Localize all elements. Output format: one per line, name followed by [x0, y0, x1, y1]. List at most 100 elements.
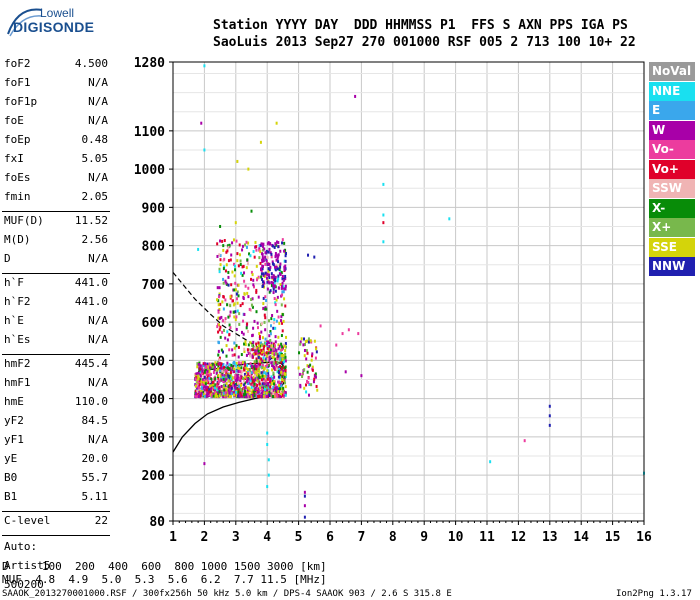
echo-point [305, 349, 308, 353]
echo-point [229, 374, 232, 378]
echo-point [243, 292, 246, 296]
echo-point [246, 393, 249, 397]
echo-point [253, 370, 256, 374]
echo-point [228, 333, 231, 337]
echo-point [216, 360, 219, 364]
echo-point [255, 310, 258, 314]
echo-point [250, 364, 253, 368]
echo-point [206, 378, 209, 382]
echo-point [277, 241, 280, 245]
echo-point [221, 376, 224, 380]
echo-point [281, 281, 284, 285]
echo-point [277, 277, 280, 281]
echo-point [262, 272, 265, 276]
echo-point [235, 364, 238, 368]
echo-point [274, 326, 277, 330]
echo-point [217, 386, 220, 390]
echo-point [263, 281, 266, 285]
echo-point [233, 367, 236, 371]
echo-point [279, 392, 282, 396]
echo-point [258, 332, 261, 336]
echo-point [260, 275, 263, 279]
echo-point [218, 292, 221, 296]
echo-point [263, 353, 266, 357]
echo-point [234, 378, 237, 382]
data-point [266, 485, 269, 489]
echo-point [281, 347, 284, 351]
echo-point [274, 253, 277, 257]
echo-point [241, 394, 244, 398]
echo-point [261, 352, 264, 356]
echo-point [196, 389, 199, 393]
echo-point [214, 383, 217, 387]
param-row: h`Es N/A [4, 333, 108, 352]
echo-point [259, 362, 262, 366]
echo-point [217, 295, 220, 299]
echo-point [212, 394, 215, 398]
echo-point [270, 344, 273, 348]
echo-point [209, 372, 212, 376]
echo-point [214, 377, 217, 381]
param-row: MUF(D) 11.52 [4, 214, 108, 233]
echo-point [284, 254, 287, 258]
echo-point [277, 375, 280, 379]
echo-point [234, 310, 237, 314]
echo-point [261, 280, 264, 284]
echo-point [283, 249, 286, 253]
echo-point [226, 338, 229, 342]
echo-point [264, 255, 267, 259]
echo-point [232, 383, 235, 387]
echo-point [242, 319, 245, 323]
echo-point [228, 383, 231, 387]
echo-point [259, 344, 262, 348]
echo-point [254, 388, 257, 392]
echo-point [232, 381, 235, 385]
echo-point [264, 337, 267, 341]
echo-point [305, 357, 308, 361]
echo-point [260, 395, 263, 399]
echo-point [314, 372, 317, 376]
echo-point [270, 389, 273, 393]
echo-point [282, 379, 285, 383]
echo-point [267, 383, 270, 387]
echo-point [236, 386, 239, 390]
echo-point [283, 265, 286, 269]
echo-point [254, 245, 257, 249]
echo-point [202, 374, 205, 378]
echo-point [222, 295, 225, 299]
echo-point [222, 362, 225, 366]
echo-point [230, 378, 233, 382]
echo-point [255, 248, 258, 252]
echo-point [274, 357, 277, 361]
echo-point [250, 382, 253, 386]
echo-point [264, 307, 267, 311]
legend-item: X+ [649, 218, 695, 237]
echo-point [275, 386, 278, 390]
echo-point [230, 390, 233, 394]
x-tick-label: 1 [169, 530, 177, 545]
echo-point [227, 384, 230, 388]
param-key: hmF1 [4, 376, 31, 389]
echo-point [264, 387, 267, 391]
echo-point [236, 252, 239, 256]
echo-point [249, 368, 252, 372]
echo-point [284, 284, 287, 288]
echo-point [257, 376, 260, 380]
echo-point [260, 272, 263, 276]
echo-point [277, 245, 280, 249]
echo-point [254, 361, 257, 365]
echo-point [218, 286, 221, 290]
echo-point [260, 350, 263, 354]
echo-point [272, 321, 275, 325]
echo-point [257, 387, 260, 391]
echo-point [279, 380, 282, 384]
logo-text-lowell: Lowell [40, 6, 75, 20]
param-key: MUF(D) [4, 214, 44, 227]
echo-point [217, 330, 220, 334]
echo-point [238, 365, 241, 369]
echo-point [282, 279, 285, 283]
echo-point [237, 355, 240, 359]
echo-point [216, 298, 219, 302]
echo-point [203, 389, 206, 393]
echo-point [247, 262, 250, 266]
